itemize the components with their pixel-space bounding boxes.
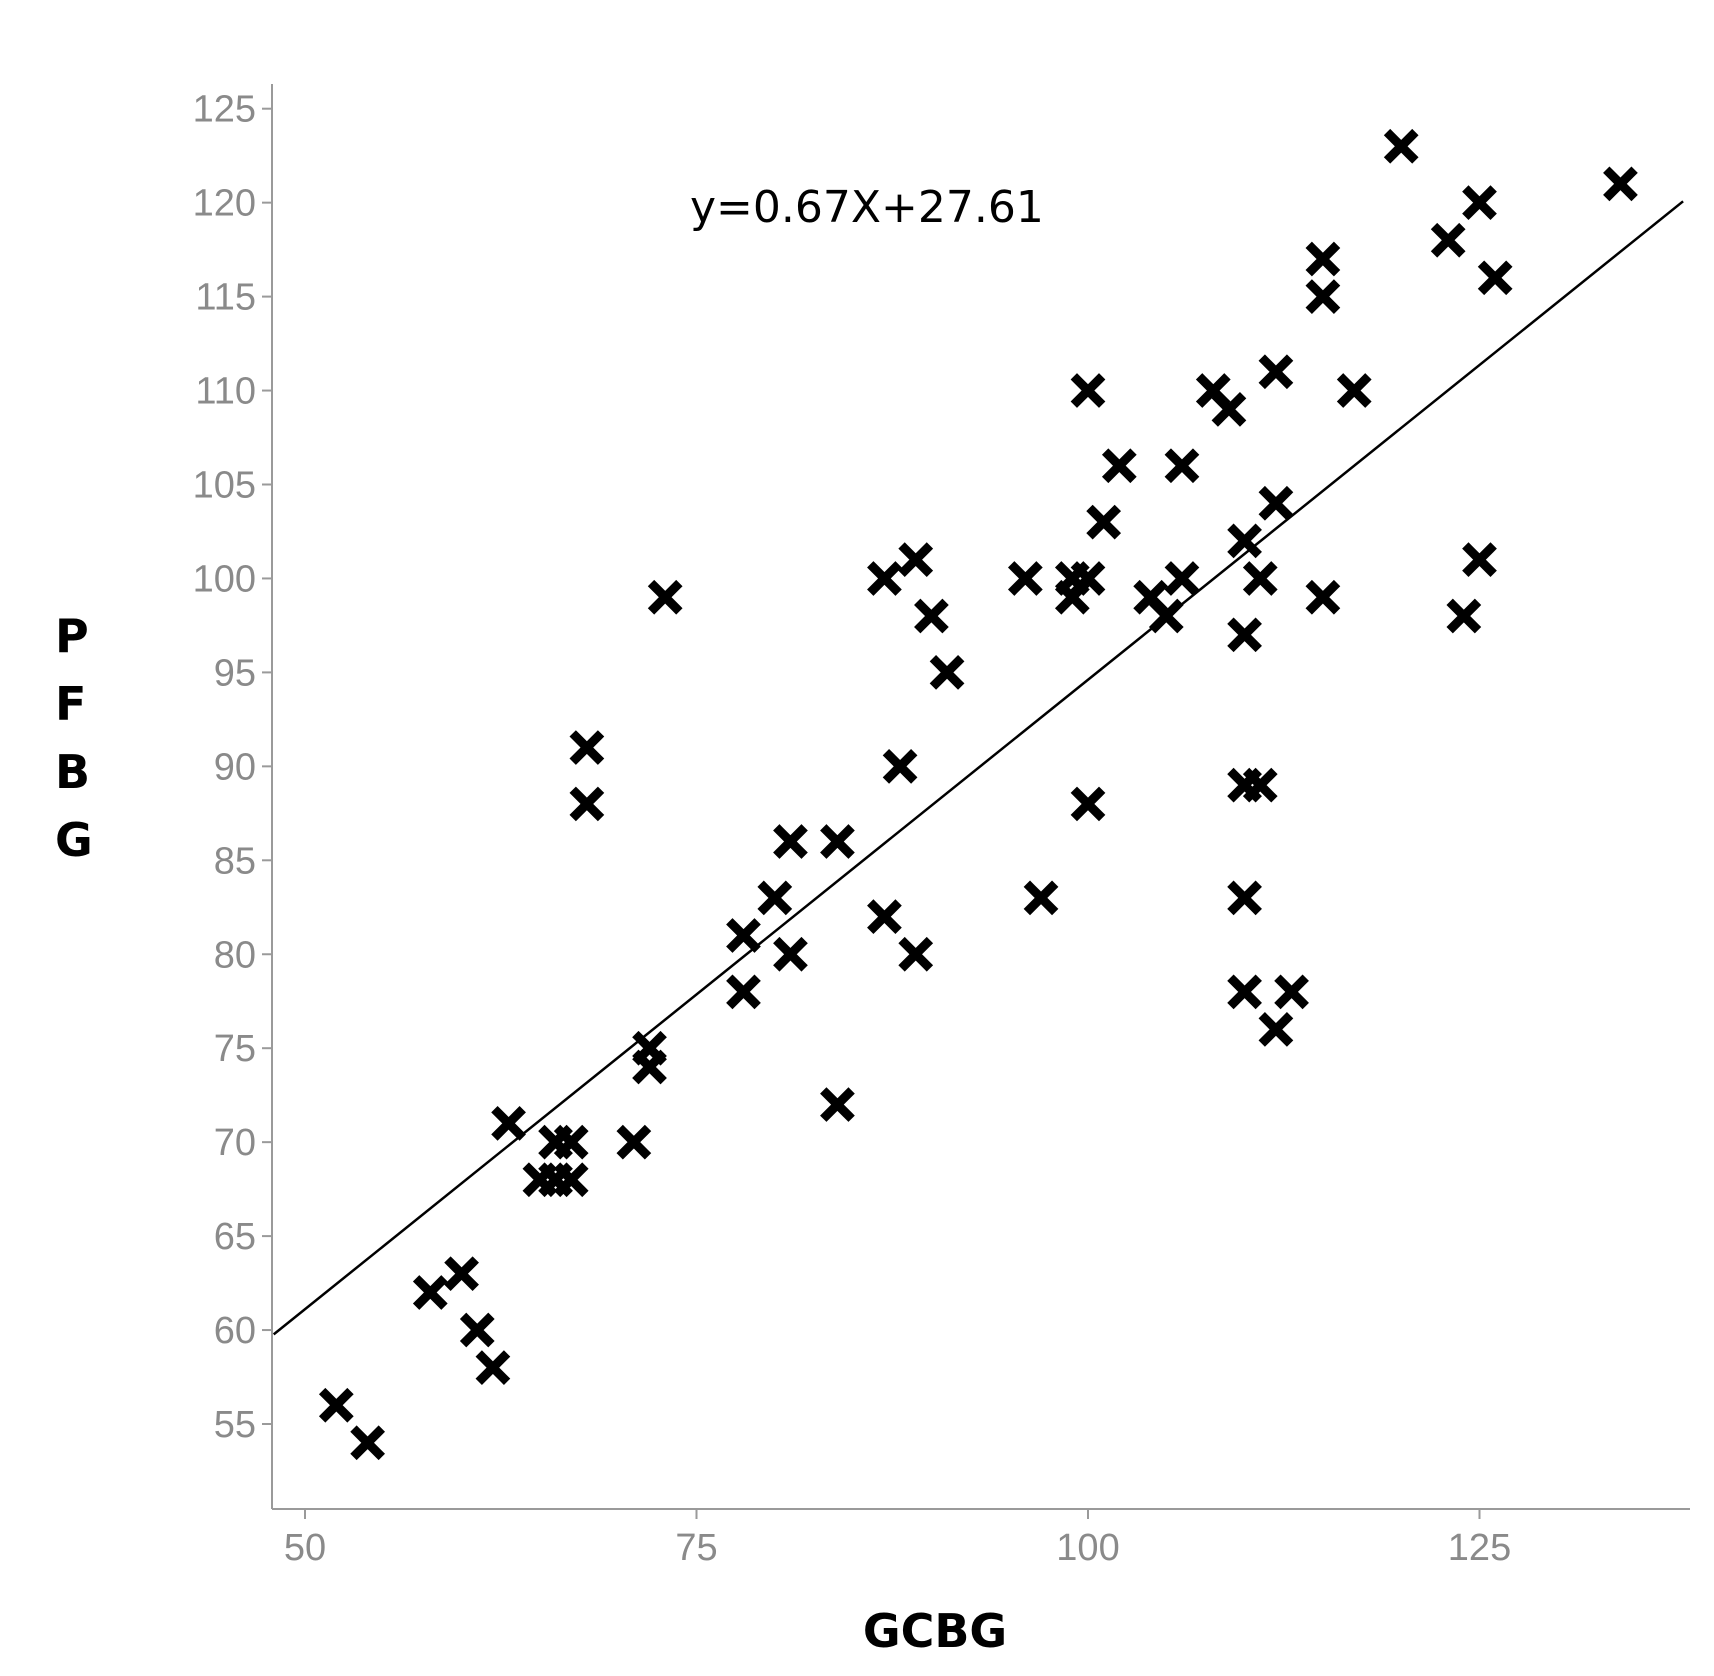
data-point bbox=[1305, 279, 1341, 314]
y-axis-title-letter: P bbox=[55, 609, 89, 663]
y-tick-label: 110 bbox=[195, 371, 256, 413]
data-point bbox=[882, 748, 918, 784]
data-point bbox=[1070, 561, 1106, 596]
y-tick-label: 60 bbox=[214, 1310, 256, 1352]
data-point bbox=[1070, 786, 1106, 822]
y-tick-label: 90 bbox=[214, 746, 256, 788]
data-point bbox=[1086, 504, 1122, 540]
y-tick-label: 105 bbox=[193, 465, 256, 507]
y-tick-label: 80 bbox=[214, 934, 256, 976]
y-tick-label: 65 bbox=[214, 1216, 256, 1258]
y-tick-label: 70 bbox=[214, 1122, 256, 1164]
data-point bbox=[820, 824, 855, 859]
data-point bbox=[1227, 523, 1262, 559]
data-point bbox=[1148, 598, 1184, 634]
data-point bbox=[1227, 880, 1262, 916]
regression-equation: y=0.67X+27.61 bbox=[690, 182, 1044, 233]
x-tick-label: 75 bbox=[675, 1527, 717, 1569]
data-point bbox=[616, 1124, 652, 1160]
data-point bbox=[1383, 128, 1419, 164]
y-tick-label: 75 bbox=[214, 1028, 256, 1070]
data-point bbox=[1258, 1012, 1294, 1047]
data-point bbox=[459, 1312, 495, 1348]
trend-line-group bbox=[272, 200, 1684, 1336]
data-point bbox=[820, 1087, 855, 1122]
data-point bbox=[1070, 373, 1106, 408]
trend-line bbox=[272, 200, 1684, 1336]
data-point bbox=[1227, 617, 1262, 653]
data-point bbox=[757, 880, 793, 916]
data-point bbox=[350, 1425, 386, 1461]
data-point bbox=[475, 1350, 511, 1385]
data-point bbox=[1258, 485, 1294, 521]
data-point bbox=[1023, 880, 1059, 916]
data-point bbox=[773, 824, 808, 859]
data-point bbox=[1274, 974, 1309, 1010]
x-tick-label: 100 bbox=[1056, 1527, 1119, 1569]
y-tick-label: 100 bbox=[193, 558, 256, 600]
data-point bbox=[553, 1162, 589, 1198]
y-tick-label: 115 bbox=[195, 277, 256, 319]
data-point bbox=[1336, 373, 1372, 408]
data-point bbox=[1305, 579, 1341, 615]
y-axis-title-letter: B bbox=[55, 745, 90, 799]
data-point bbox=[1462, 542, 1497, 578]
data-point bbox=[867, 899, 902, 935]
data-point bbox=[1242, 767, 1278, 803]
data-point bbox=[569, 786, 605, 822]
data-point bbox=[1227, 974, 1262, 1010]
data-point bbox=[929, 655, 965, 690]
y-tick-label: 55 bbox=[214, 1404, 256, 1446]
data-point bbox=[1446, 598, 1482, 634]
data-point bbox=[553, 1124, 589, 1160]
data-point bbox=[444, 1256, 479, 1292]
y-tick-label: 125 bbox=[193, 89, 256, 131]
y-tick-label: 120 bbox=[193, 183, 256, 225]
data-point bbox=[726, 974, 761, 1010]
data-point bbox=[318, 1387, 354, 1423]
data-point bbox=[647, 579, 683, 615]
data-point bbox=[1164, 561, 1200, 596]
data-point bbox=[726, 918, 761, 953]
data-point bbox=[1242, 561, 1278, 596]
y-tick-label: 95 bbox=[214, 652, 256, 694]
y-axis-title-letter: G bbox=[55, 813, 93, 867]
data-point bbox=[1007, 561, 1043, 596]
x-axis: 50 75 100 125 bbox=[272, 1508, 1690, 1569]
data-point bbox=[898, 542, 934, 578]
y-axis-title-letter: F bbox=[55, 677, 86, 731]
data-point bbox=[1211, 391, 1247, 427]
y-axis: 55 60 65 70 75 80 85 90 95 100 105 110 115 120 125 bbox=[193, 84, 273, 1509]
data-point bbox=[867, 561, 902, 596]
data-point bbox=[412, 1275, 448, 1310]
data-point bbox=[1462, 185, 1497, 221]
data-points bbox=[318, 128, 1638, 1461]
data-point bbox=[1603, 166, 1638, 202]
x-tick-label: 125 bbox=[1448, 1527, 1511, 1569]
data-point bbox=[1305, 241, 1341, 277]
data-point bbox=[1430, 222, 1466, 258]
data-point bbox=[1477, 260, 1513, 296]
data-point bbox=[914, 598, 949, 634]
y-tick-label: 85 bbox=[214, 840, 256, 882]
data-point bbox=[569, 730, 605, 765]
data-point bbox=[1258, 354, 1294, 390]
data-point bbox=[491, 1105, 526, 1141]
data-point bbox=[898, 936, 934, 972]
x-tick-label: 50 bbox=[284, 1527, 326, 1569]
data-point bbox=[632, 1049, 667, 1085]
data-point bbox=[1101, 448, 1137, 484]
data-point bbox=[773, 936, 808, 972]
x-axis-title: GCBG bbox=[863, 1604, 1007, 1658]
data-point bbox=[1164, 448, 1200, 484]
